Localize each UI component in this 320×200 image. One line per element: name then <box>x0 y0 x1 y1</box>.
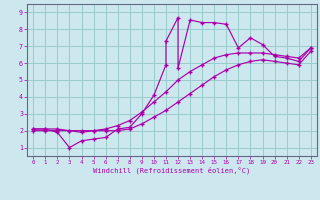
X-axis label: Windchill (Refroidissement éolien,°C): Windchill (Refroidissement éolien,°C) <box>93 167 251 174</box>
